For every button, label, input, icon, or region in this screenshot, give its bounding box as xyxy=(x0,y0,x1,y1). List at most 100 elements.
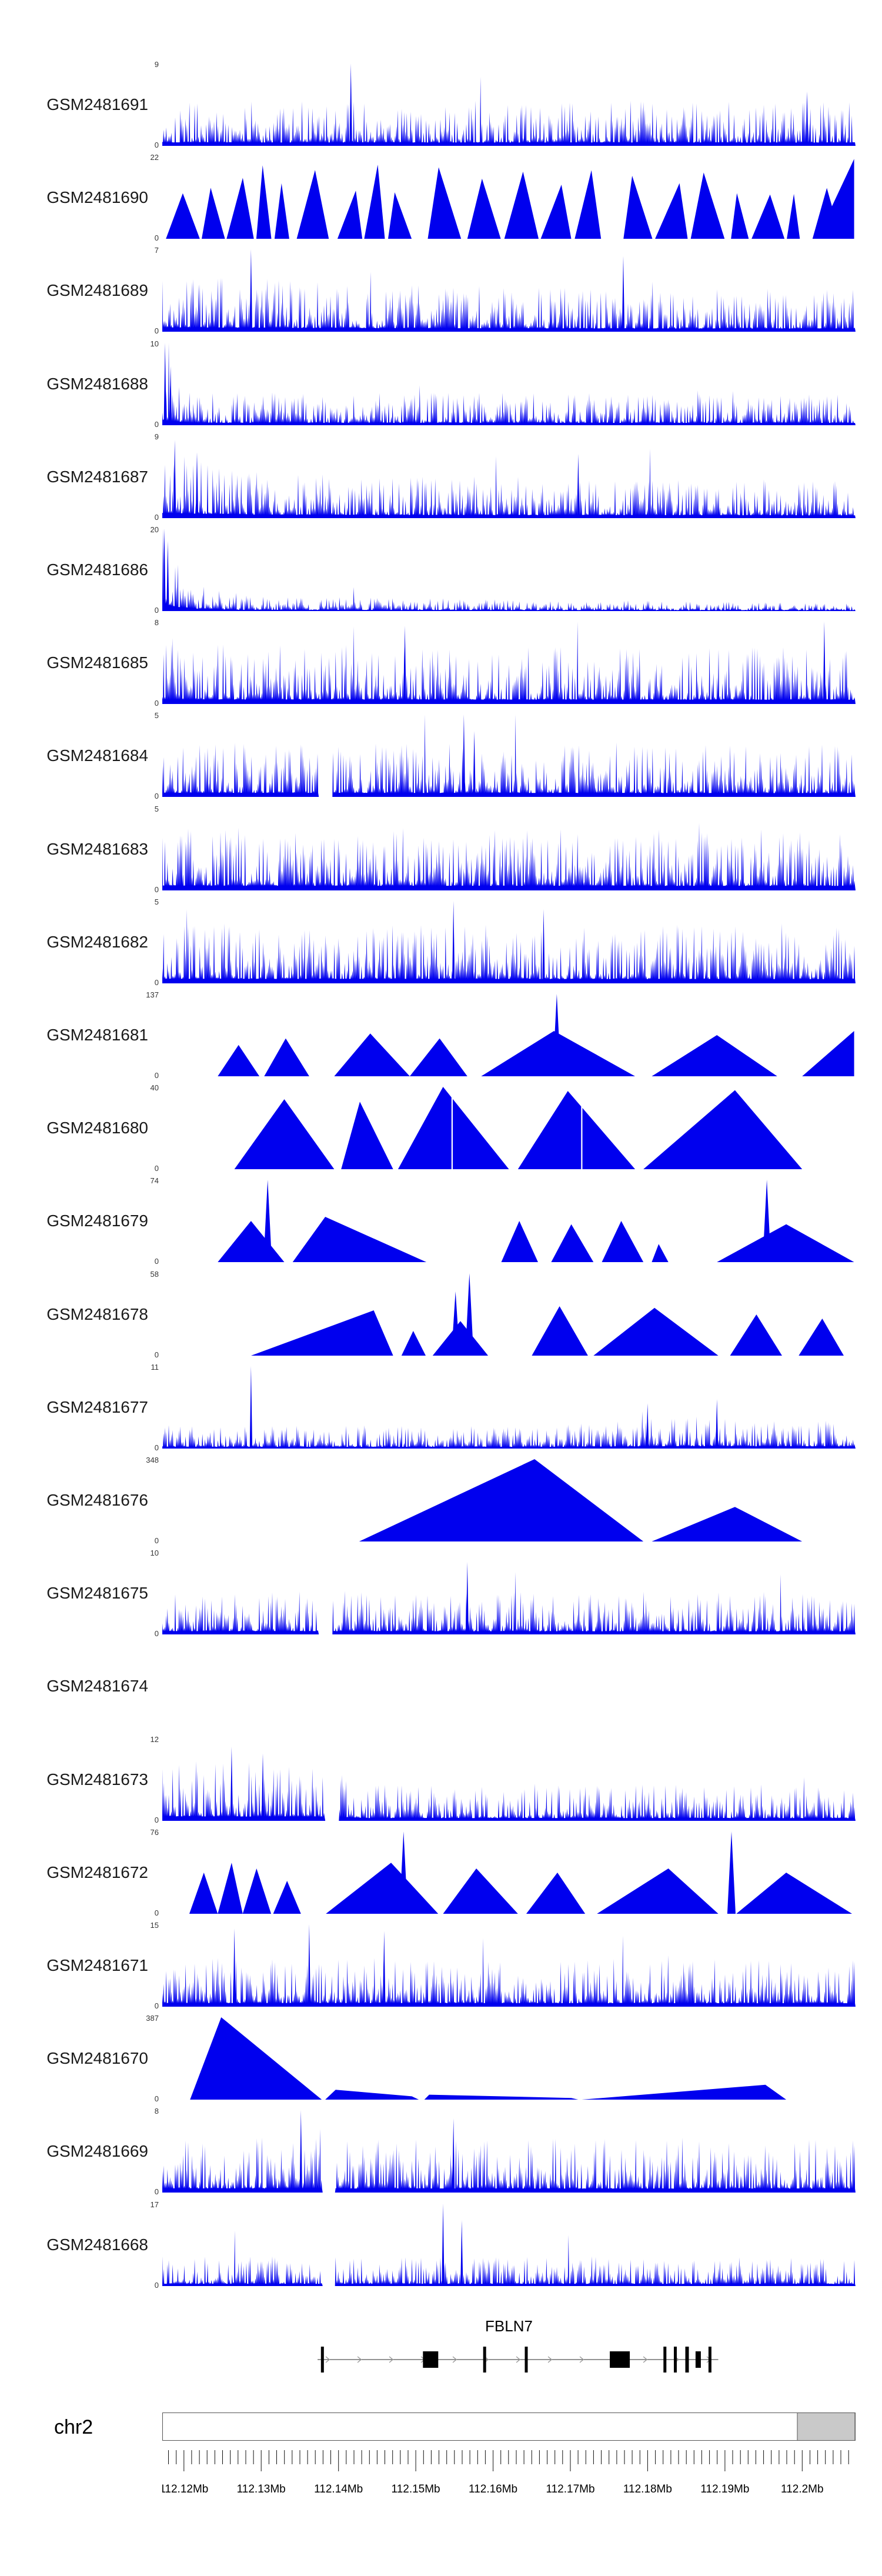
signal-area xyxy=(162,622,856,705)
signal-shape xyxy=(334,1033,410,1076)
y-axis-max-label: 137 xyxy=(146,990,159,999)
track-row-GSM2481669: GSM2481669 8 0 xyxy=(0,2107,882,2195)
signal-area xyxy=(162,76,856,146)
y-axis-min-label: 0 xyxy=(154,699,159,708)
y-axis-max-label: 387 xyxy=(146,2014,159,2023)
signal-shape xyxy=(452,900,455,983)
signal-shape xyxy=(727,1831,736,1914)
signal-shape xyxy=(751,194,785,239)
signal-shape xyxy=(230,1746,233,1821)
signal-shape xyxy=(442,2203,445,2286)
axis-ticks xyxy=(168,2450,849,2471)
track-row-GSM2481691: GSM2481691 9 0 xyxy=(0,61,882,149)
track-row-GSM2481682: GSM2481682 5 0 xyxy=(0,897,882,987)
y-axis-min-label: 0 xyxy=(154,1815,159,1824)
track-plot: 12 0 xyxy=(151,1736,856,1824)
track-plot: 17 0 xyxy=(151,2201,856,2289)
signal-shape xyxy=(646,1403,649,1449)
strand-arrow-icon xyxy=(643,2356,648,2363)
y-axis-min-label: 0 xyxy=(154,885,159,894)
signal-shape xyxy=(716,1399,719,1449)
track-plot: 74 0 xyxy=(151,1177,856,1265)
track-label: GSM2481675 xyxy=(46,1584,148,1603)
signal-shape xyxy=(467,178,501,239)
signal-shape xyxy=(263,1180,272,1263)
coverage-signal xyxy=(162,900,856,983)
track-label: GSM2481689 xyxy=(46,281,148,300)
strand-arrow-icon xyxy=(389,2356,394,2363)
coverage-signal xyxy=(166,159,854,239)
signal-shape xyxy=(226,178,254,239)
track-plot: 40 0 xyxy=(151,1084,856,1172)
axis-tick-label: 112.2Mb xyxy=(781,2483,824,2495)
signal-shape xyxy=(432,1320,489,1356)
signal-shape xyxy=(787,193,800,239)
signal-shape xyxy=(526,1872,586,1914)
signal-shape xyxy=(460,2220,463,2286)
coverage-signal xyxy=(162,1924,856,2007)
signal-shape xyxy=(465,1273,474,1356)
track-row-GSM2481683: GSM2481683 5 0 xyxy=(0,805,882,894)
y-axis-min-label: 0 xyxy=(154,977,159,987)
track-row-GSM2481681: GSM2481681 137 0 xyxy=(0,990,882,1079)
signal-shape xyxy=(273,1880,301,1914)
signal-shape xyxy=(218,1862,243,1914)
axis-tick-label: 112.18Mb xyxy=(623,2483,672,2495)
y-axis-min-label: 0 xyxy=(154,2280,159,2290)
signal-shape xyxy=(597,1868,719,1914)
y-axis-min-label: 0 xyxy=(154,2094,159,2104)
strand-arrow-icon xyxy=(579,2356,584,2363)
coverage-signal xyxy=(162,1746,856,1821)
track-plot: 348 0 xyxy=(146,1456,856,1544)
signal-shape xyxy=(451,1291,460,1356)
signal-shape xyxy=(364,165,385,239)
signal-area xyxy=(162,822,856,890)
track-label: GSM2481684 xyxy=(46,746,148,765)
signal-shape xyxy=(341,1102,393,1170)
y-axis-min-label: 0 xyxy=(154,419,159,429)
coverage-signal xyxy=(162,2203,856,2286)
strand-arrow-icon xyxy=(325,2356,330,2363)
signal-shape xyxy=(540,185,572,239)
y-axis-max-label: 58 xyxy=(150,1269,159,1279)
signal-shape xyxy=(602,1221,644,1263)
y-axis-min-label: 0 xyxy=(154,1350,159,1359)
signal-area xyxy=(162,1572,856,1635)
signal-area xyxy=(162,2129,856,2193)
track-plot: 20 0 xyxy=(151,526,856,614)
y-axis-max-label: 5 xyxy=(154,897,159,906)
signal-shape xyxy=(166,193,200,239)
y-axis-min-label: 0 xyxy=(154,326,159,336)
coverage-signal xyxy=(250,1273,844,1356)
gene-model-track xyxy=(318,2347,719,2373)
signal-area xyxy=(162,2230,856,2286)
signal-shape xyxy=(218,1045,260,1076)
exon xyxy=(674,2347,677,2373)
track-label: GSM2481683 xyxy=(46,839,148,858)
axis-tick-label: 112.19Mb xyxy=(700,2483,749,2495)
track-row-GSM2481684: GSM2481684 5 0 xyxy=(0,711,882,800)
signal-shape xyxy=(799,1318,844,1356)
signal-shape xyxy=(190,2017,322,2100)
coverage-signal xyxy=(359,1459,803,1541)
y-axis-max-label: 15 xyxy=(150,1921,159,1930)
signal-shape xyxy=(173,439,176,518)
track-row-GSM2481686: GSM2481686 20 0 xyxy=(0,526,882,614)
y-axis-max-label: 10 xyxy=(150,1549,159,1558)
ideogram-bar xyxy=(162,2413,856,2441)
track-label: GSM2481670 xyxy=(46,2049,148,2068)
track-plot: 15 0 xyxy=(151,1921,856,2010)
coverage-signal xyxy=(162,529,856,611)
signal-shape xyxy=(806,91,808,146)
signal-shape xyxy=(399,1831,408,1914)
track-plot: 76 0 xyxy=(151,1828,856,1917)
y-axis-max-label: 17 xyxy=(150,2200,159,2209)
y-axis-max-label: 5 xyxy=(154,711,159,720)
signal-shape xyxy=(466,1561,469,1635)
coverage-signal xyxy=(162,622,856,705)
track-row-GSM2481685: GSM2481685 8 0 xyxy=(0,619,882,708)
track-label: GSM2481673 xyxy=(46,1770,148,1788)
track-row-GSM2481674: GSM2481674 xyxy=(0,1645,882,1727)
signal-gap xyxy=(451,1087,453,1170)
